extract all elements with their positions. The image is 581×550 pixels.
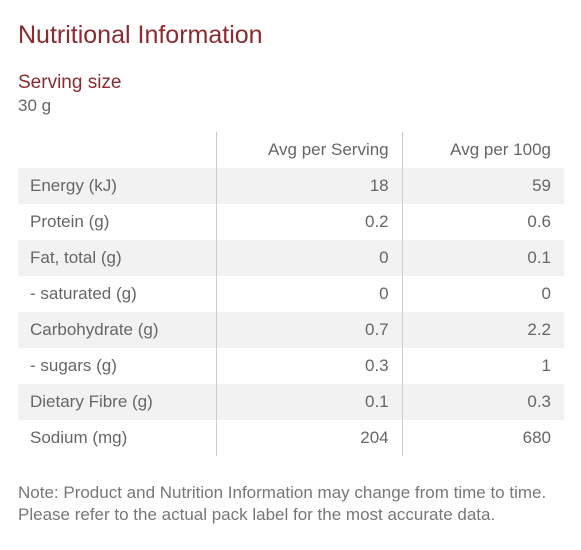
per-serving-value: 0.7 <box>215 312 403 348</box>
per-100g-value: 0.1 <box>401 240 564 276</box>
header-per-serving: Avg per Serving <box>215 132 403 168</box>
table-row: - saturated (g) 0 0 <box>18 276 564 312</box>
per-100g-value: 59 <box>401 168 564 204</box>
header-nutrient <box>18 132 216 168</box>
table-row: Fat, total (g) 0 0.1 <box>18 240 564 276</box>
per-serving-value: 204 <box>215 420 403 456</box>
table-row: Carbohydrate (g) 0.7 2.2 <box>18 312 564 348</box>
nutrient-name: - sugars (g) <box>30 356 117 375</box>
per-100g-value: 680 <box>401 420 564 456</box>
table-row: Energy (kJ) 18 59 <box>18 168 564 204</box>
nutrient-name: Dietary Fibre (g) <box>18 384 217 420</box>
table-row: - sugars (g) 0.3 1 <box>18 348 564 384</box>
per-100g-value: 0 <box>401 276 564 312</box>
nutrient-name: Carbohydrate (g) <box>18 312 217 348</box>
per-serving-value: 0 <box>215 240 403 276</box>
nutrient-name: Fat, total (g) <box>18 240 217 276</box>
per-100g-value: 1 <box>401 348 564 384</box>
nutrient-name: Sodium (mg) <box>30 428 128 447</box>
nutrition-table: Avg per Serving Avg per 100g Energy (kJ)… <box>18 132 564 456</box>
table-row: Dietary Fibre (g) 0.1 0.3 <box>18 384 564 420</box>
per-serving-value: 18 <box>215 168 403 204</box>
per-100g-value: 0.6 <box>401 204 564 240</box>
header-per-100g: Avg per 100g <box>401 132 564 168</box>
nutrient-name: - saturated (g) <box>30 284 137 303</box>
per-serving-value: 0.2 <box>215 204 403 240</box>
per-serving-value: 0.1 <box>215 384 403 420</box>
nutrient-name: Energy (kJ) <box>18 168 217 204</box>
disclaimer-note: Note: Product and Nutrition Information … <box>18 483 547 524</box>
table-header-row: Avg per Serving Avg per 100g <box>18 132 564 168</box>
per-100g-value: 2.2 <box>401 312 564 348</box>
per-serving-value: 0 <box>215 276 403 312</box>
per-100g-value: 0.3 <box>401 384 564 420</box>
table-row: Sodium (mg) 204 680 <box>18 420 564 456</box>
per-serving-value: 0.3 <box>215 348 403 384</box>
nutrient-name: Protein (g) <box>30 212 110 231</box>
page-title: Nutritional Information <box>18 21 263 49</box>
table-row: Protein (g) 0.2 0.6 <box>18 204 564 240</box>
serving-size-label: Serving size <box>18 72 122 93</box>
serving-size-value: 30 g <box>18 96 52 115</box>
